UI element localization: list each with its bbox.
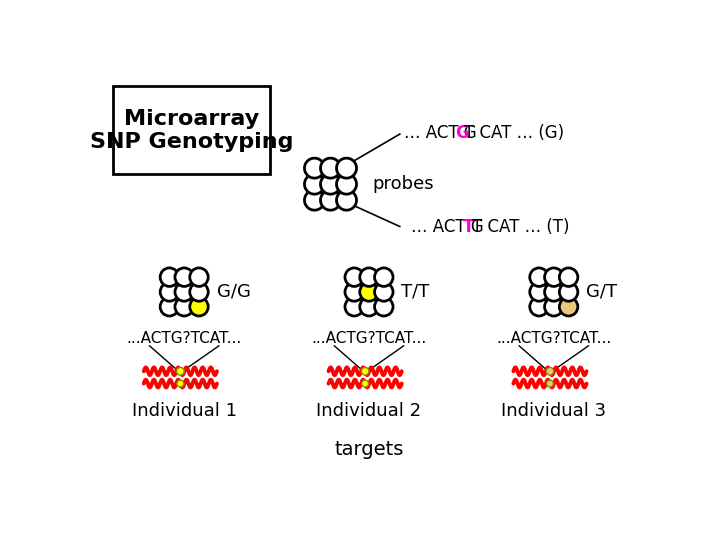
Text: probes: probes xyxy=(373,175,434,193)
Circle shape xyxy=(336,190,356,210)
Circle shape xyxy=(530,283,548,301)
Text: ...ACTG?TCAT...: ...ACTG?TCAT... xyxy=(311,330,427,346)
Text: Individual 3: Individual 3 xyxy=(501,402,606,420)
Circle shape xyxy=(360,283,378,301)
Circle shape xyxy=(305,190,325,210)
Circle shape xyxy=(177,380,184,387)
Text: G: G xyxy=(455,124,469,141)
Text: Individual 2: Individual 2 xyxy=(316,402,422,420)
Text: G/G: G/G xyxy=(217,283,251,301)
Text: ...ACTG?TCAT...: ...ACTG?TCAT... xyxy=(496,330,611,346)
Circle shape xyxy=(544,268,563,286)
Circle shape xyxy=(374,268,393,286)
FancyBboxPatch shape xyxy=(113,86,271,174)
Text: T/T: T/T xyxy=(401,283,430,301)
Text: Individual 1: Individual 1 xyxy=(132,402,237,420)
Circle shape xyxy=(345,268,364,286)
Circle shape xyxy=(360,268,378,286)
Circle shape xyxy=(190,298,208,316)
Circle shape xyxy=(559,283,578,301)
Text: T: T xyxy=(463,218,474,235)
Circle shape xyxy=(320,158,341,178)
Circle shape xyxy=(546,367,554,375)
Circle shape xyxy=(559,268,578,286)
Circle shape xyxy=(544,283,563,301)
Circle shape xyxy=(176,367,184,375)
Circle shape xyxy=(374,298,393,316)
Circle shape xyxy=(160,283,179,301)
Circle shape xyxy=(361,380,369,387)
Circle shape xyxy=(345,298,364,316)
Circle shape xyxy=(160,268,179,286)
Circle shape xyxy=(546,380,554,387)
Circle shape xyxy=(175,298,194,316)
Circle shape xyxy=(544,298,563,316)
Circle shape xyxy=(160,298,179,316)
Circle shape xyxy=(190,268,208,286)
Circle shape xyxy=(559,298,578,316)
Circle shape xyxy=(361,367,369,375)
Text: … ACT G: … ACT G xyxy=(411,218,484,235)
Text: T CAT … (T): T CAT … (T) xyxy=(472,218,570,235)
Text: targets: targets xyxy=(334,440,404,460)
Circle shape xyxy=(305,174,325,194)
Text: ...ACTG?TCAT...: ...ACTG?TCAT... xyxy=(127,330,242,346)
Circle shape xyxy=(530,298,548,316)
Circle shape xyxy=(190,283,208,301)
Text: G/T: G/T xyxy=(586,283,617,301)
Circle shape xyxy=(320,190,341,210)
Text: … ACT G: … ACT G xyxy=(404,124,477,141)
Circle shape xyxy=(175,268,194,286)
Text: Microarray
SNP Genotyping: Microarray SNP Genotyping xyxy=(90,109,294,152)
Circle shape xyxy=(175,283,194,301)
Circle shape xyxy=(345,283,364,301)
Circle shape xyxy=(530,268,548,286)
Text: T CAT … (G): T CAT … (G) xyxy=(464,124,564,141)
Circle shape xyxy=(305,158,325,178)
Circle shape xyxy=(336,158,356,178)
Circle shape xyxy=(374,283,393,301)
Circle shape xyxy=(360,298,378,316)
Circle shape xyxy=(336,174,356,194)
Circle shape xyxy=(320,174,341,194)
